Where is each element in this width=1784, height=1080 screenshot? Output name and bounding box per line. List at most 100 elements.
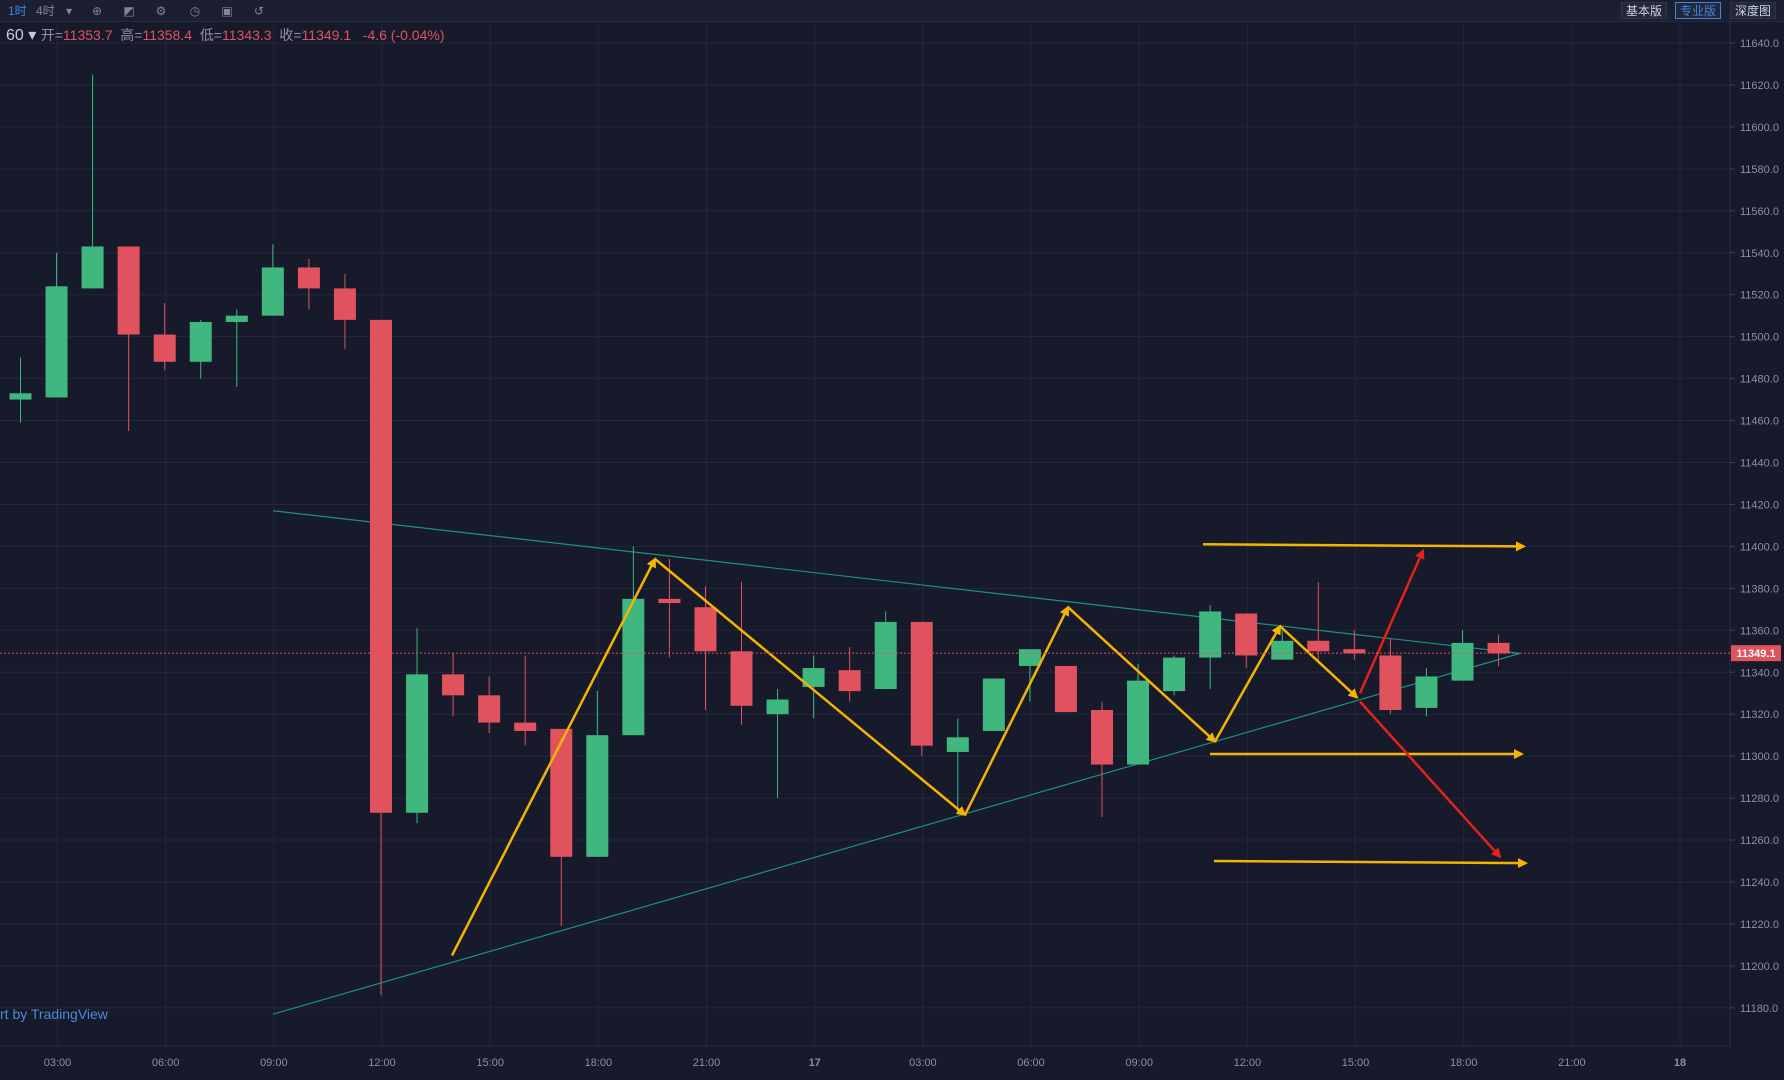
interval-4h-button[interactable]: 4时 <box>36 4 55 18</box>
candle-body <box>910 621 933 746</box>
x-tick-label: 09:00 <box>1125 1057 1153 1069</box>
candle-body <box>946 737 969 752</box>
clock-icon[interactable]: ◷ <box>189 4 201 18</box>
yellow-arrow <box>963 605 1070 816</box>
red-arrow <box>1359 700 1502 859</box>
candle <box>1163 655 1186 696</box>
tradingview-watermark[interactable]: rt by TradingView <box>0 1006 108 1022</box>
candle <box>1343 630 1366 660</box>
toolbar: 1时 4时 ▾ ⊕ ◩ ⚙ ◷ ▣ ↺ 基本版 专业版 深度图 <box>0 0 1784 22</box>
x-tick-label: 18:00 <box>1450 1057 1478 1069</box>
x-tick-label: 03:00 <box>909 1057 937 1069</box>
candle-body <box>1054 665 1077 713</box>
candle-body <box>1199 611 1222 658</box>
candle <box>189 319 212 379</box>
candle <box>225 309 248 387</box>
chevron-down-icon[interactable]: ▾ <box>65 4 73 18</box>
pro-view-button[interactable]: 专业版 <box>1675 2 1722 19</box>
current-price-label: 11349.1 <box>1736 648 1775 660</box>
x-tick-label: 15:00 <box>1342 1057 1370 1069</box>
y-tick-label: 11600.0 <box>1740 122 1779 134</box>
yellow-arrow <box>1067 606 1217 743</box>
candle-body <box>1235 613 1258 656</box>
x-tick-label: 15:00 <box>476 1057 504 1069</box>
screenshot-icon[interactable]: ▣ <box>221 4 233 18</box>
candle-body <box>189 321 212 362</box>
candle-body <box>1415 676 1438 708</box>
y-tick-label: 11560.0 <box>1740 206 1779 218</box>
y-tick-label: 11320.0 <box>1740 709 1779 721</box>
x-tick-label: 21:00 <box>1558 1057 1586 1069</box>
candle-body <box>514 722 537 731</box>
candle-body <box>81 246 104 289</box>
candle-body <box>838 670 861 692</box>
x-tick-label: 18 <box>1674 1057 1686 1069</box>
candle <box>297 259 320 310</box>
candle <box>586 691 609 857</box>
depth-chart-button[interactable]: 深度图 <box>1730 2 1777 19</box>
settings-icon[interactable]: ⚙ <box>155 4 167 18</box>
resolution-selector[interactable]: 60 <box>6 27 24 44</box>
x-tick-label: 12:00 <box>1234 1057 1262 1069</box>
x-tick-label: 18:00 <box>585 1057 613 1069</box>
add-indicator-icon[interactable]: ⊕ <box>91 4 103 18</box>
indicators-icon[interactable]: ◩ <box>123 4 135 18</box>
y-tick-label: 11540.0 <box>1740 248 1779 260</box>
candle <box>442 653 465 717</box>
candle-body <box>1271 640 1294 660</box>
x-tick-label: 12:00 <box>368 1057 396 1069</box>
low-value: 11343.3 <box>222 27 272 43</box>
candle-body <box>1451 642 1474 681</box>
candle <box>1199 605 1222 690</box>
undo-icon[interactable]: ↺ <box>253 4 265 18</box>
basic-view-button[interactable]: 基本版 <box>1621 2 1668 19</box>
x-tick-label: 03:00 <box>44 1057 72 1069</box>
current-price-badge <box>1731 645 1781 662</box>
candle <box>514 655 537 746</box>
candle <box>874 611 897 690</box>
candle-body <box>370 319 392 813</box>
candle <box>1018 649 1041 702</box>
candle-body <box>1018 649 1041 666</box>
candle-body <box>1127 680 1150 765</box>
y-tick-label: 11500.0 <box>1740 332 1779 344</box>
candle-body <box>478 695 501 723</box>
candle <box>81 74 104 289</box>
candle-body <box>1379 655 1402 711</box>
candle-body <box>1343 649 1366 654</box>
trendline <box>272 652 1521 1015</box>
y-tick-label: 11300.0 <box>1740 751 1779 763</box>
candle-body <box>45 286 68 398</box>
grid <box>0 22 1730 1046</box>
candle-body <box>153 334 176 362</box>
x-axis-ticks: 03:00 06:00 09:00 12:00 15:00 18:00 21:00 17 03:… <box>44 1057 1686 1069</box>
x-tick-label: 21:00 <box>693 1057 721 1069</box>
candle-body <box>586 735 609 857</box>
chevron-down-icon[interactable]: ▾ <box>23 27 41 44</box>
candle-body <box>333 288 356 320</box>
yellow-arrow <box>1213 858 1528 869</box>
candle <box>1415 668 1438 717</box>
y-tick-label: 11180.0 <box>1740 1003 1778 1015</box>
candle <box>406 628 429 824</box>
candle-body <box>442 674 465 696</box>
candle-body <box>1091 710 1113 765</box>
close-label: 收= <box>279 27 302 43</box>
y-tick-label: 11640.0 <box>1740 38 1779 50</box>
candle-body <box>550 728 573 857</box>
y-tick-label: 11400.0 <box>1740 541 1779 553</box>
candle-body <box>406 674 429 813</box>
trendline <box>272 510 1521 654</box>
y-tick-label: 11260.0 <box>1740 835 1779 847</box>
y-tick-label: 11360.0 <box>1740 625 1779 637</box>
interval-1h-button[interactable]: 1时 <box>8 4 27 18</box>
y-tick-label: 11440.0 <box>1740 458 1779 470</box>
candle <box>1451 630 1474 681</box>
yellow-arrow <box>1279 625 1359 699</box>
open-label: 开= <box>40 27 63 43</box>
y-tick-label: 11460.0 <box>1740 416 1779 428</box>
open-value: 11353.7 <box>62 27 113 43</box>
candle <box>1271 630 1294 660</box>
y-axis-ticks: 11640.0 11620.0 11600.0 11580.0 11560.0 11540… <box>1730 38 1779 1015</box>
